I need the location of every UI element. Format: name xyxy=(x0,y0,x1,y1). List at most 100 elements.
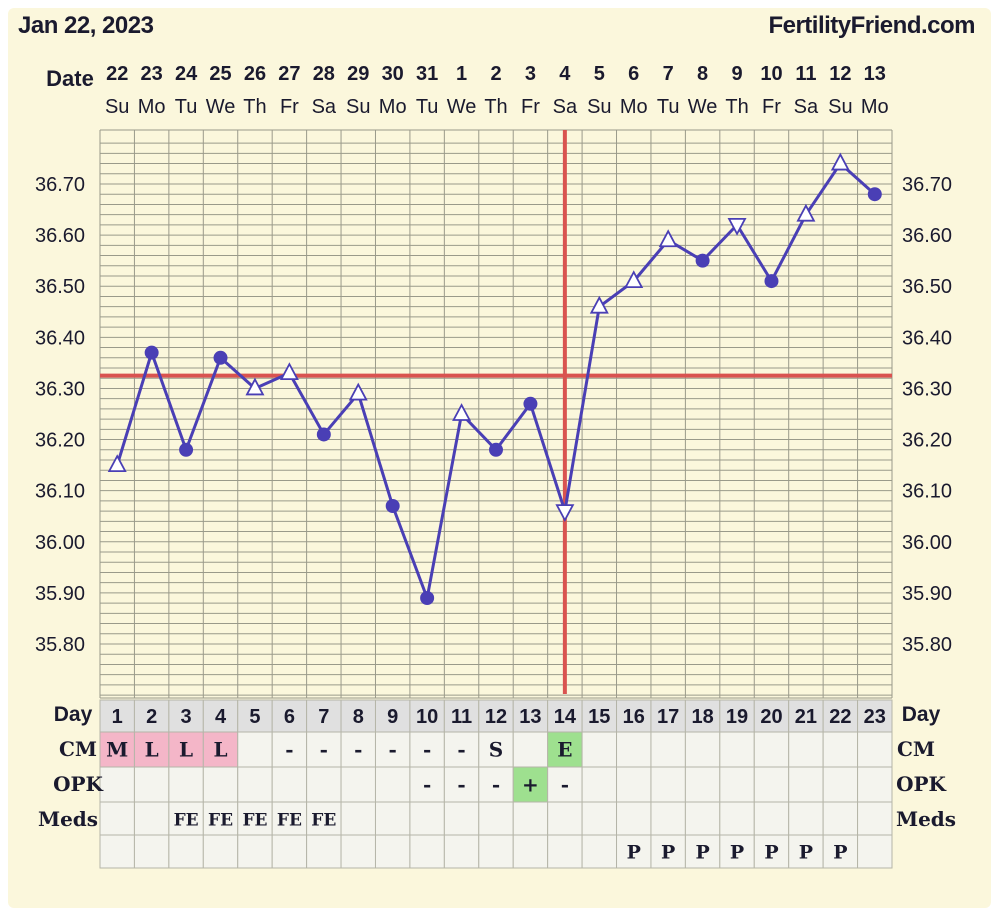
cm-cell: E xyxy=(557,738,572,762)
day-cell-bg xyxy=(753,699,790,733)
weekday-label: Mo xyxy=(379,96,407,118)
meds-cell-bg xyxy=(202,801,239,836)
meds-cell-bg xyxy=(409,801,445,836)
temperature-point xyxy=(107,454,127,473)
meds-cell: FE xyxy=(174,811,199,831)
opk-cell-bg xyxy=(168,766,204,803)
day-cell-bg xyxy=(719,699,755,733)
meds2-cell-bg xyxy=(788,834,824,869)
opk-cell: - xyxy=(457,773,465,797)
meds-cell: FE xyxy=(277,811,302,831)
opk-cell-bg xyxy=(478,766,514,803)
date-label: 6 xyxy=(628,63,639,85)
opk-cell: - xyxy=(492,773,500,797)
meds2-cell-bg xyxy=(581,834,618,869)
weekday-label: Fr xyxy=(521,96,540,118)
cm-cell-bg xyxy=(443,731,480,768)
date-label: 3 xyxy=(525,63,536,85)
day-cell: 10 xyxy=(416,706,438,728)
weekday-label: Mo xyxy=(861,96,889,118)
day-cell: 22 xyxy=(829,706,851,728)
y-tick-label-right: 36.70 xyxy=(902,174,952,196)
weekday-label: Sa xyxy=(794,96,819,118)
date-label: 12 xyxy=(829,63,851,85)
date-label: 27 xyxy=(278,63,300,85)
weekday-label: Su xyxy=(587,96,611,118)
meds2-cell-bg xyxy=(857,834,893,869)
cm-cell: - xyxy=(285,738,293,762)
weekday-label: We xyxy=(688,96,718,118)
day-cell: 23 xyxy=(864,706,886,728)
date-label: 24 xyxy=(175,63,198,85)
weekday-label: Fr xyxy=(280,96,299,118)
y-tick-label-left: 36.40 xyxy=(35,327,85,349)
temperature-point xyxy=(727,217,747,236)
temperature-point xyxy=(452,403,472,421)
day-cell: 16 xyxy=(623,706,645,728)
meds-cell-bg xyxy=(547,801,583,836)
meds-cell-bg xyxy=(719,801,755,836)
opk-row-label: OPK xyxy=(53,772,103,796)
y-tick-label-right: 36.30 xyxy=(902,378,952,400)
opk-cell-bg xyxy=(788,766,824,803)
temperature-point xyxy=(213,350,228,365)
cm-cell-bg xyxy=(857,731,893,768)
day-cell-bg xyxy=(684,699,721,733)
day-cell-bg xyxy=(271,699,308,733)
meds2-cell-bg xyxy=(684,834,721,869)
day-cell: 14 xyxy=(554,706,577,728)
date-label: 1 xyxy=(456,63,467,85)
meds-cell-bg xyxy=(271,801,308,836)
meds-cell-bg xyxy=(133,801,170,836)
cm-cell: L xyxy=(179,738,193,762)
date-label: 25 xyxy=(209,63,231,85)
cm-cell-bg xyxy=(547,731,583,768)
cm-cell: S xyxy=(489,738,503,762)
opk-cell-bg xyxy=(753,766,790,803)
opk-cell-bg xyxy=(99,766,135,803)
weekday-label: Su xyxy=(828,96,852,118)
brand-name: FertilityFriend.com xyxy=(768,12,975,39)
meds-cell-bg xyxy=(237,801,273,836)
meds2-cell-bg xyxy=(753,834,790,869)
opk-cell-bg xyxy=(719,766,755,803)
opk-cell: - xyxy=(561,773,569,797)
cm-cell-bg xyxy=(512,731,549,768)
temperature-point xyxy=(348,382,368,401)
meds2-cell-bg xyxy=(306,834,342,869)
day-cell: 9 xyxy=(387,706,398,728)
table-cells xyxy=(99,699,893,869)
meds-cell-bg xyxy=(99,801,135,836)
temperature-point xyxy=(695,253,710,268)
cm-cell-bg xyxy=(650,731,686,768)
y-tick-label-right: 36.60 xyxy=(902,225,952,247)
day-cell-bg xyxy=(133,699,170,733)
meds-cell: FE xyxy=(311,811,336,831)
cm-cell-bg xyxy=(581,731,618,768)
meds2-cell-bg xyxy=(168,834,204,869)
temperature-point xyxy=(279,362,299,381)
opk-cell-bg xyxy=(340,766,376,803)
y-tick-label-right: 36.20 xyxy=(902,430,952,452)
meds2-cell-bg xyxy=(202,834,239,869)
day-cell-bg xyxy=(202,699,239,733)
y-tick-label-right: 35.90 xyxy=(902,583,952,605)
meds2-cell-bg xyxy=(271,834,308,869)
day-cell: 6 xyxy=(284,706,295,728)
day-cell: 13 xyxy=(519,706,541,728)
opk-row-label-right: OPK xyxy=(896,772,946,796)
cm-cell: - xyxy=(354,738,362,762)
date-label: 13 xyxy=(864,63,886,85)
weekday-label: Th xyxy=(725,96,748,118)
cm-cell: - xyxy=(457,738,465,762)
opk-cell: - xyxy=(423,773,431,797)
day-cell-bg xyxy=(857,699,893,733)
day-cell: 3 xyxy=(181,706,192,728)
meds2-cell-bg xyxy=(547,834,583,869)
date-label: 30 xyxy=(382,63,404,85)
opk-cell: + xyxy=(522,773,539,797)
meds-cell-bg xyxy=(581,801,618,836)
cm-cell: - xyxy=(389,738,397,762)
meds-cell-bg xyxy=(753,801,790,836)
